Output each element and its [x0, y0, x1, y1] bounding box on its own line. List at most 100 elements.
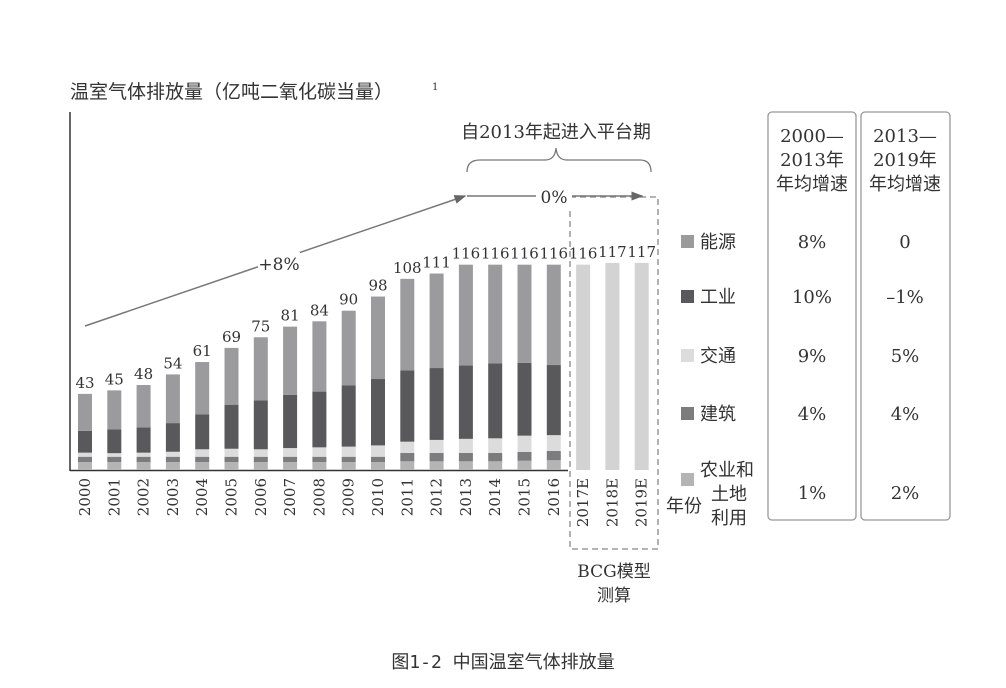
growth-column-box-1 — [767, 111, 857, 521]
bar-segment-农业和土地利用 — [253, 462, 268, 470]
table-header: 2019年 — [873, 150, 937, 171]
bar-segment-工业 — [78, 430, 92, 453]
bar-group-2013: 116 2013 — [452, 245, 481, 517]
bar-segment-农业和土地利用 — [107, 462, 122, 470]
x-tick-label: 2005 — [223, 478, 241, 516]
x-tick-label: 2002 — [135, 478, 153, 516]
bar-segment-交通 — [458, 438, 473, 454]
x-axis-label: 年份 — [666, 496, 702, 517]
bar-segment-农业和土地利用 — [517, 460, 532, 470]
x-tick-label: 2000 — [76, 478, 94, 516]
bar-segment-交通 — [429, 439, 444, 454]
data-label: 75 — [251, 317, 270, 335]
bar-segment-建筑 — [195, 456, 210, 463]
bar-segment-能源 — [253, 337, 268, 401]
bar-segment-工业 — [165, 423, 180, 452]
x-tick-label: 2013 — [457, 478, 475, 516]
bar-segment-农业和土地利用 — [546, 460, 561, 470]
data-label: 116 — [539, 245, 568, 263]
bar-segment-能源 — [371, 296, 385, 380]
table-cell: 9% — [798, 346, 827, 367]
bar-segment-能源 — [78, 393, 92, 431]
legend-label: 能源 — [700, 232, 736, 253]
bar-group-2015: 116 2015 — [510, 245, 539, 517]
bar-group-2019E: 117 2019E — [627, 243, 656, 527]
legend-swatch — [681, 349, 694, 362]
data-label: 116 — [569, 245, 598, 263]
bar-segment-能源 — [136, 385, 151, 428]
bar-segment-建筑 — [400, 453, 415, 462]
bar-group-2014: 116 2014 — [481, 245, 510, 517]
bar-segment-工业 — [429, 368, 444, 440]
bar-segment-能源 — [458, 264, 473, 366]
legend-swatch — [681, 407, 694, 420]
title-footnote: 1 — [432, 82, 438, 93]
forecast-label-2: 测算 — [597, 586, 631, 606]
bar-segment-交通 — [283, 448, 298, 457]
table-header: 2000— — [780, 126, 844, 147]
table-cell: 0 — [899, 232, 910, 253]
bar-segment-交通 — [312, 447, 327, 457]
table-header: 年均增速 — [869, 174, 941, 195]
legend-swatch — [681, 235, 694, 248]
data-label: 54 — [163, 354, 182, 372]
growth-label-before: +8% — [258, 255, 299, 275]
bar-group-2008: 84 2008 — [310, 301, 329, 516]
legend-item: 工业 — [681, 287, 736, 308]
bar-segment-农业和土地利用 — [341, 462, 356, 470]
bar-segment-农业和土地利用 — [136, 462, 151, 470]
table-header: 2013年 — [780, 150, 844, 171]
x-tick-label: 2009 — [340, 478, 358, 516]
legend-label: 利用 — [711, 508, 747, 529]
bar-group-2017E: 116 2017E — [569, 245, 598, 527]
bar-segment-建筑 — [458, 453, 473, 462]
bar-segment-能源 — [546, 264, 561, 366]
bar-segment-工业 — [517, 362, 532, 436]
bar-segment-建筑 — [253, 456, 268, 463]
bar-segment-农业和土地利用 — [195, 462, 210, 470]
legend-label: 农业和 — [700, 460, 754, 481]
legend-item: 能源 — [681, 232, 736, 253]
data-label: 117 — [598, 243, 627, 261]
bar-segment-能源 — [195, 362, 210, 415]
bar-segment-工业 — [341, 385, 356, 447]
data-label: 116 — [481, 245, 510, 263]
bar-segment-建筑 — [546, 450, 561, 461]
bar-segment-能源 — [107, 390, 122, 430]
bar-segment-农业和土地利用 — [312, 462, 327, 470]
legend-label: 工业 — [700, 287, 736, 308]
bar-group-2000: 43 2000 — [75, 374, 94, 516]
bar-segment-建筑 — [165, 456, 180, 463]
bar-segment-农业和土地利用 — [371, 462, 385, 470]
bar-segment-交通 — [371, 445, 385, 457]
bar-segment-建筑 — [488, 453, 503, 462]
table-cell: 1% — [798, 483, 827, 504]
bar-segment-工业 — [488, 363, 503, 439]
data-label: 108 — [393, 259, 422, 277]
bar-segment-交通 — [78, 452, 92, 457]
data-label: 69 — [222, 328, 241, 346]
bar-segment-交通 — [224, 448, 239, 457]
bar-segment-工业 — [458, 365, 473, 439]
bar-segment-建筑 — [283, 456, 298, 463]
x-tick-label: 2004 — [193, 478, 211, 516]
bar-segment-农业和土地利用 — [224, 462, 239, 470]
x-tick-label: 2017E — [574, 478, 592, 527]
legend-item: 建筑 — [681, 404, 736, 425]
table-cell: –1% — [886, 287, 924, 308]
x-tick-label: 2018E — [603, 478, 621, 527]
bar-group-2006: 75 2006 — [251, 317, 270, 516]
bar-segment-农业和土地利用 — [488, 461, 503, 470]
bar-segment-建筑 — [78, 456, 92, 463]
bar-group-2003: 54 2003 — [163, 354, 182, 516]
bar-segment-交通 — [253, 449, 268, 457]
bar-segment-工业 — [283, 394, 298, 449]
bar-segment-交通 — [341, 446, 356, 457]
bar-forecast — [576, 264, 591, 470]
bar-forecast — [605, 262, 620, 470]
bar-segment-交通 — [136, 452, 151, 457]
table-cell: 5% — [891, 346, 920, 367]
